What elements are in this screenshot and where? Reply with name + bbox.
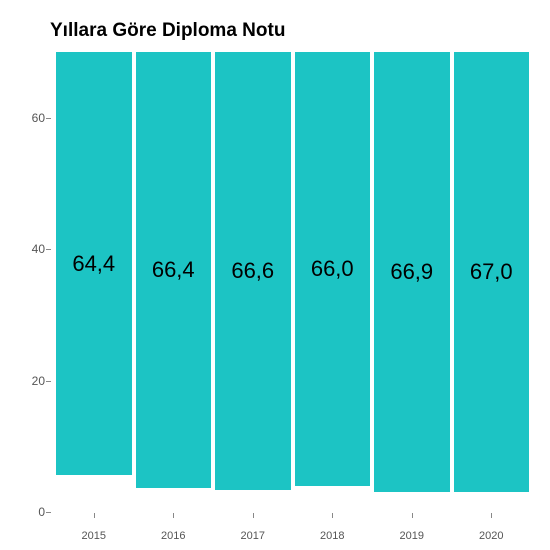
bar-value-label: 66,9 [390,259,433,285]
plot-area: 0204060 64,4201566,4201666,6201766,02018… [50,52,535,512]
bar-value-label: 66,6 [231,258,274,284]
x-tick-mark [173,513,174,518]
bar: 64,4 [56,52,132,475]
y-tick-label: 60 [15,111,45,125]
y-tick-label: 40 [15,242,45,256]
bar-value-label: 66,0 [311,256,354,282]
bar-value-label: 64,4 [72,251,115,277]
y-tick-mark [46,512,51,513]
x-tick-label: 2019 [374,530,450,542]
bar: 66,9 [374,52,450,492]
x-tick-mark [332,513,333,518]
x-tick-mark [94,513,95,518]
x-tick-label: 2015 [56,530,132,542]
y-axis: 0204060 [15,52,45,512]
bar: 67,0 [454,52,530,492]
x-tick-mark [253,513,254,518]
bar: 66,6 [215,52,291,490]
bar-slot: 66,02018 [295,52,371,512]
x-tick-mark [491,513,492,518]
x-tick-label: 2017 [215,530,291,542]
y-tick-label: 0 [15,505,45,519]
x-tick-label: 2016 [136,530,212,542]
chart-title: Yıllara Göre Diploma Notu [50,20,535,42]
bar-value-label: 67,0 [470,259,513,285]
bars-group: 64,4201566,4201666,6201766,0201866,92019… [50,52,535,512]
bar-slot: 66,62017 [215,52,291,512]
bar-slot: 64,42015 [56,52,132,512]
bar-slot: 67,02020 [454,52,530,512]
bar-slot: 66,92019 [374,52,450,512]
chart-container: Yıllara Göre Diploma Notu 0204060 64,420… [0,0,550,550]
y-tick-label: 20 [15,374,45,388]
x-tick-label: 2018 [295,530,371,542]
bar: 66,0 [295,52,371,486]
bar: 66,4 [136,52,212,488]
x-tick-label: 2020 [454,530,530,542]
x-tick-mark [412,513,413,518]
bar-value-label: 66,4 [152,257,195,283]
bar-slot: 66,42016 [136,52,212,512]
